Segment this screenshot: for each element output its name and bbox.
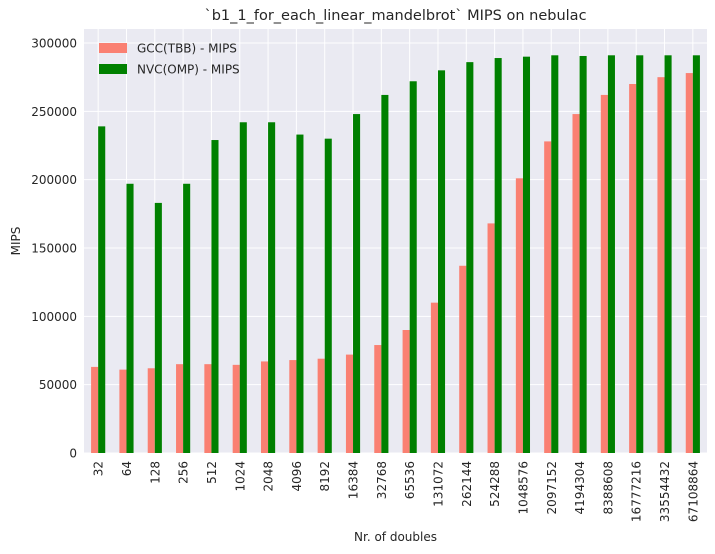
x-tick-label: 8192 bbox=[318, 461, 332, 492]
x-tick-label: 33554432 bbox=[658, 461, 672, 522]
bar-nvc bbox=[494, 58, 502, 454]
bar-nvc bbox=[98, 126, 106, 453]
y-tick-label: 50000 bbox=[39, 378, 77, 392]
legend-swatch-gcc bbox=[99, 43, 127, 53]
legend: GCC(TBB) - MIPS NVC(OMP) - MIPS bbox=[99, 42, 240, 77]
bar-nvc bbox=[324, 138, 332, 453]
bar-gcc bbox=[685, 73, 693, 454]
x-tick-label: 32 bbox=[92, 461, 106, 476]
bar-nvc bbox=[268, 122, 276, 454]
x-tick-label: 2097152 bbox=[545, 461, 559, 514]
bar-gcc bbox=[402, 330, 410, 453]
x-tick-label: 256 bbox=[177, 461, 191, 484]
y-tick-label: 200000 bbox=[31, 173, 77, 187]
bar-nvc bbox=[296, 134, 304, 454]
bar-gcc bbox=[544, 141, 552, 453]
legend-label-nvc: NVC(OMP) - MIPS bbox=[137, 63, 240, 77]
bar-gcc bbox=[600, 94, 608, 453]
bar-gcc bbox=[430, 302, 438, 453]
x-tick-label: 524288 bbox=[488, 461, 502, 507]
bar-nvc bbox=[437, 70, 446, 453]
bar-gcc bbox=[232, 364, 240, 453]
bar-gcc bbox=[572, 114, 580, 454]
bar-nvc bbox=[466, 62, 474, 454]
bar-nvc bbox=[183, 183, 191, 453]
bar-nvc bbox=[353, 114, 361, 454]
x-tick-label: 2048 bbox=[262, 461, 276, 492]
bar-gcc bbox=[515, 178, 523, 454]
bar-gcc bbox=[176, 364, 184, 453]
x-tick-label: 128 bbox=[148, 461, 162, 484]
x-tick-label: 4194304 bbox=[573, 461, 587, 514]
bars-layer bbox=[91, 55, 700, 454]
x-tick-label: 262144 bbox=[460, 461, 474, 507]
bar-nvc bbox=[579, 55, 587, 453]
x-ticks: 32 64 128 256 512 1024 2048 4096 8192 16384 32768 6… bbox=[92, 461, 701, 522]
bar-nvc bbox=[664, 55, 672, 454]
x-tick-label: 67108864 bbox=[686, 461, 700, 522]
bar-gcc bbox=[487, 223, 495, 453]
bar-gcc bbox=[289, 360, 297, 453]
legend-swatch-nvc bbox=[99, 64, 127, 74]
bar-nvc bbox=[636, 55, 644, 454]
bar-gcc bbox=[260, 361, 269, 453]
bar-nvc bbox=[409, 81, 417, 454]
y-tick-label: 300000 bbox=[31, 37, 77, 51]
y-tick-label: 150000 bbox=[31, 242, 77, 256]
bar-gcc bbox=[629, 84, 637, 453]
x-tick-label: 1048576 bbox=[516, 461, 530, 514]
x-tick-label: 16384 bbox=[347, 461, 361, 499]
bar-gcc bbox=[459, 265, 467, 453]
bar-nvc bbox=[381, 94, 389, 453]
x-tick-label: 8388608 bbox=[601, 461, 615, 514]
x-tick-label: 512 bbox=[205, 461, 219, 484]
bar-nvc bbox=[522, 56, 531, 454]
bar-gcc bbox=[147, 368, 155, 453]
legend-label-gcc: GCC(TBB) - MIPS bbox=[137, 42, 237, 56]
bar-nvc bbox=[239, 122, 247, 454]
bar-nvc bbox=[692, 55, 700, 454]
bar-gcc bbox=[91, 366, 99, 453]
y-ticks: 0 50000 100000 150000 200000 250000 300000 bbox=[31, 37, 77, 461]
bar-gcc bbox=[204, 364, 212, 453]
bar-nvc bbox=[551, 55, 559, 454]
y-axis-label: MIPS bbox=[9, 227, 23, 256]
bar-nvc bbox=[126, 183, 134, 453]
x-tick-label: 32768 bbox=[375, 461, 389, 499]
bar-gcc bbox=[657, 77, 665, 454]
x-tick-label: 1024 bbox=[233, 461, 247, 492]
x-tick-label: 4096 bbox=[290, 461, 304, 492]
bar-gcc bbox=[374, 345, 382, 453]
bar-nvc bbox=[154, 202, 162, 453]
bar-nvc bbox=[211, 140, 219, 454]
x-tick-label: 16777216 bbox=[630, 461, 644, 522]
y-tick-label: 100000 bbox=[31, 310, 77, 324]
y-tick-label: 0 bbox=[69, 447, 77, 461]
chart-title: `b1_1_for_each_linear_mandelbrot` MIPS o… bbox=[204, 8, 586, 24]
y-tick-label: 250000 bbox=[31, 105, 77, 119]
bar-gcc bbox=[317, 358, 325, 453]
bar-nvc bbox=[607, 55, 615, 454]
x-axis-label: Nr. of doubles bbox=[354, 530, 437, 544]
x-tick-label: 65536 bbox=[403, 461, 417, 499]
x-tick-label: 64 bbox=[120, 461, 134, 476]
bar-gcc bbox=[345, 354, 354, 453]
x-tick-label: 131072 bbox=[431, 461, 445, 507]
bar-gcc bbox=[119, 369, 127, 453]
